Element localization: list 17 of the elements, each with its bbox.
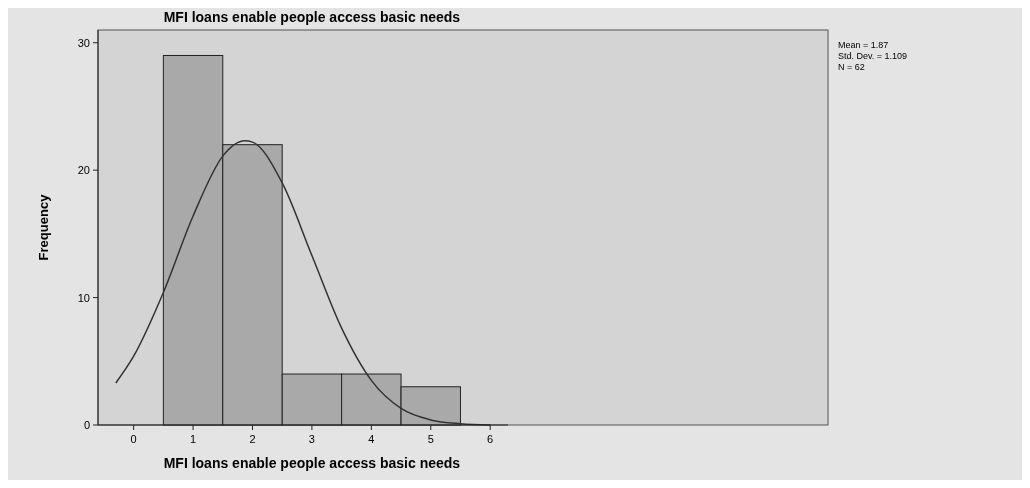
x-tick-label: 2 (249, 433, 256, 445)
x-tick-label: 3 (308, 433, 315, 445)
text: N = 62 (838, 62, 865, 72)
y-tick-label: 30 (77, 36, 90, 49)
y-tick-label: 0 (83, 419, 90, 431)
x-tick-label: 6 (487, 433, 494, 445)
x-tick-label: 1 (190, 433, 197, 445)
text: Mean = 1.87 (838, 40, 889, 50)
y-tick-label: 20 (77, 164, 90, 177)
x-tick-label: 0 (130, 433, 137, 445)
x-tick-label: 5 (427, 433, 434, 445)
y-axis-title: Frequency (36, 193, 51, 261)
text: Std. Dev. = 1.109 (838, 51, 908, 61)
x-tick-label: 4 (368, 433, 375, 445)
x-axis-title: MFI loans enable people access basic needs (163, 455, 461, 471)
y-tick-label: 10 (77, 291, 90, 304)
chart-title: MFI loans enable people access basic needs (163, 9, 461, 25)
